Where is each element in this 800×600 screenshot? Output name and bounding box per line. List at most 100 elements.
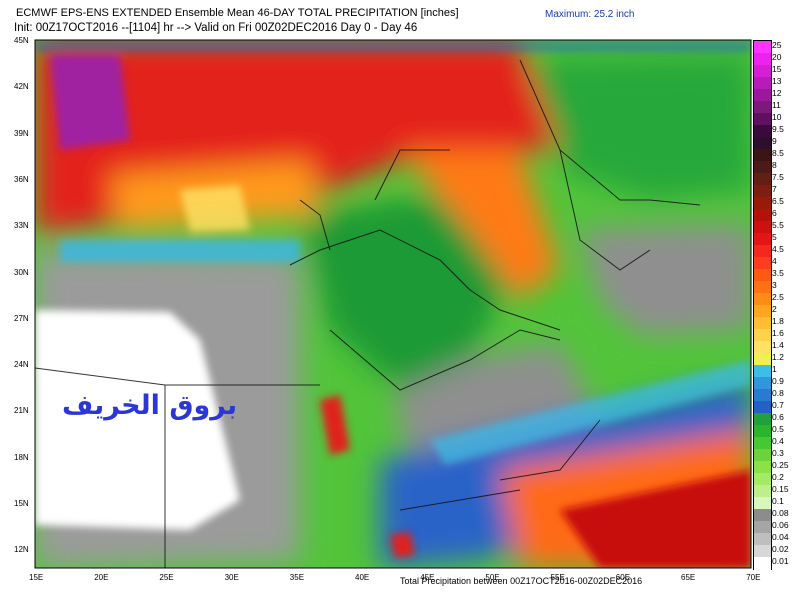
footer-label: Total Precipitation between 00Z17OCT2016… [400, 576, 643, 586]
legend-level-label: 15 [772, 64, 782, 74]
legend-level-label: 4.5 [772, 244, 784, 254]
legend-swatch [754, 353, 771, 366]
legend-level-label: 0.15 [772, 484, 789, 494]
latitude-label: 45N [14, 36, 29, 45]
latitude-label: 30N [14, 267, 29, 277]
init-valid-label: Init: 00Z17OCT2016 --[1104] hr --> Valid… [14, 22, 418, 34]
legend-swatch [754, 485, 771, 498]
map-title: ECMWF EPS-ENS EXTENDED Ensemble Mean 46-… [16, 7, 459, 19]
legend-swatch [754, 269, 771, 282]
legend-swatch [754, 437, 771, 450]
legend-level-label: 12 [772, 88, 782, 98]
legend-level-label: 3 [772, 280, 777, 290]
legend-swatch [754, 65, 771, 78]
latitude-label: 15N [14, 499, 29, 508]
legend-swatch [754, 497, 771, 510]
legend-swatch [754, 173, 771, 186]
legend-level-label: 0.08 [772, 508, 789, 518]
legend-swatch [754, 533, 771, 546]
legend-swatch [754, 161, 771, 174]
legend-swatch [754, 149, 771, 162]
legend-swatch [754, 341, 771, 354]
longitude-label: 15E [29, 573, 44, 582]
legend-swatch [754, 293, 771, 306]
legend-swatch [754, 545, 771, 558]
legend-level-label: 9 [772, 136, 777, 146]
color-legend [753, 40, 772, 570]
legend-swatch [754, 305, 771, 318]
legend-swatch [754, 125, 771, 138]
legend-level-label: 5 [772, 232, 777, 242]
legend-level-label: 7.5 [772, 172, 784, 182]
legend-swatch [754, 509, 771, 522]
legend-level-label: 13 [772, 76, 782, 86]
legend-level-label: 10 [772, 112, 782, 122]
legend-level-label: 2 [772, 304, 777, 314]
legend-swatch [754, 413, 771, 426]
legend-swatch [754, 401, 771, 414]
latitude-label: 21N [14, 406, 29, 416]
longitude-label: 25E [159, 573, 174, 582]
legend-level-label: 25 [772, 40, 782, 50]
legend-swatch [754, 89, 771, 102]
legend-swatch [754, 209, 771, 222]
latitude-label: 27N [14, 313, 29, 323]
legend-swatch [754, 137, 771, 150]
latitude-label: 39N [14, 128, 29, 138]
legend-level-label: 0.5 [772, 424, 784, 434]
legend-level-label: 6.5 [772, 196, 784, 206]
legend-swatch [754, 41, 771, 54]
legend-level-label: 1 [772, 364, 777, 374]
longitude-label: 45E [420, 573, 435, 582]
latitude-label: 12N [14, 545, 29, 555]
legend-swatch [754, 113, 771, 126]
legend-swatch [754, 461, 771, 474]
legend-level-label: 0.4 [772, 436, 784, 446]
legend-swatch [754, 365, 771, 378]
longitude-label: 35E [289, 573, 305, 582]
latitude-label: 42N [14, 82, 29, 92]
legend-level-label: 6 [772, 208, 777, 218]
legend-swatch [754, 557, 771, 570]
legend-swatch [754, 185, 771, 198]
legend-level-label: 0.2 [772, 472, 784, 482]
legend-level-label: 1.2 [772, 352, 784, 362]
legend-level-label: 1.6 [772, 328, 784, 338]
legend-swatch [754, 473, 771, 486]
legend-swatch [754, 389, 771, 402]
legend-swatch [754, 281, 771, 294]
latitude-label: 33N [14, 221, 29, 231]
legend-level-label: 1.8 [772, 316, 784, 326]
legend-level-label: 0.06 [772, 520, 789, 530]
latitude-label: 18N [14, 452, 29, 462]
legend-level-label: 0.04 [772, 532, 789, 542]
longitude-label: 40E [355, 573, 370, 582]
longitude-label: 55E [550, 573, 565, 582]
longitude-label: 60E [615, 573, 631, 582]
legend-level-label: 9.5 [772, 124, 784, 134]
legend-level-label: 5.5 [772, 220, 784, 230]
legend-level-label: 11 [772, 100, 781, 110]
legend-level-label: 7 [772, 184, 777, 194]
legend-swatch [754, 317, 771, 330]
legend-level-label: 1.4 [772, 340, 784, 350]
longitude-label: 70E [746, 573, 761, 582]
longitude-label: 20E [94, 573, 109, 582]
legend-level-label: 3.5 [772, 268, 784, 278]
longitude-label: 50E [485, 573, 500, 582]
legend-swatch [754, 449, 771, 462]
legend-level-label: 0.9 [772, 376, 784, 386]
legend-swatch [754, 329, 771, 342]
legend-swatch [754, 377, 771, 390]
latitude-label: 24N [14, 360, 29, 370]
legend-level-label: 0.3 [772, 448, 784, 458]
legend-swatch [754, 521, 771, 534]
legend-level-label: 8 [772, 160, 777, 170]
legend-level-label: 20 [772, 52, 782, 62]
legend-swatch [754, 53, 771, 66]
legend-level-label: 0.02 [772, 544, 789, 554]
legend-swatch [754, 221, 771, 234]
legend-swatch [754, 257, 771, 270]
legend-swatch [754, 245, 771, 258]
maximum-label: Maximum: 25.2 inch [545, 9, 635, 20]
